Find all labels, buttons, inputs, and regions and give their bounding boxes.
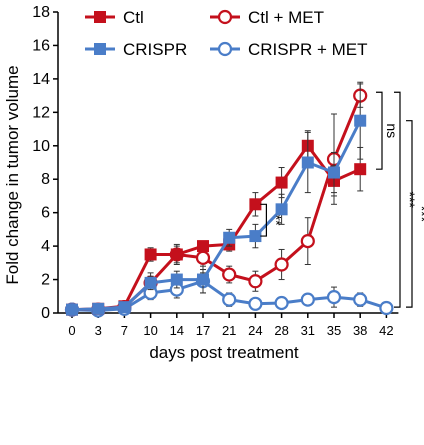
series-line [72, 95, 362, 312]
annotation-ns: ns [376, 91, 400, 170]
y-tick-label: 0 [41, 305, 50, 322]
x-tick-label: 3 [95, 323, 102, 338]
x-axis-title: days post treatment [149, 343, 299, 362]
significance-label: *** [402, 192, 418, 209]
bracket-line [376, 91, 383, 170]
legend: Ctl Ctl + MET CRISPR CRISPR + MET [85, 8, 368, 59]
data-point [197, 240, 209, 253]
data-point [66, 303, 78, 316]
bracket-line [260, 203, 267, 237]
data-point [195, 250, 211, 265]
x-tick-label: 7 [121, 323, 128, 338]
legend-marker [94, 43, 106, 55]
data-point [197, 273, 209, 286]
data-point [222, 292, 237, 307]
x-tick-label: 42 [379, 323, 393, 338]
data-point [248, 274, 263, 289]
data-point [354, 114, 367, 127]
legend-marker [217, 9, 233, 25]
x-tick-label: 24 [248, 323, 262, 338]
data-point [92, 302, 105, 315]
y-tick-label: 4 [41, 238, 50, 255]
y-tick-label: 10 [32, 138, 50, 155]
data-point [248, 296, 263, 311]
legend-label: Ctl + MET [248, 8, 324, 27]
data-point [222, 267, 237, 282]
data-point [274, 295, 289, 311]
significance-annotations: ** ns ****** [260, 91, 424, 308]
data-point [118, 301, 131, 314]
significance-label: ** [268, 215, 284, 226]
legend-item-crispr-met: CRISPR + MET [210, 40, 368, 59]
x-tick-label: 14 [170, 323, 184, 338]
data-point [301, 156, 314, 169]
y-tick-label: 8 [41, 171, 50, 188]
significance-label: *** [414, 206, 424, 223]
data-point [275, 203, 288, 216]
data-point [249, 230, 262, 243]
x-tick-label: 17 [196, 323, 210, 338]
legend-item-crispr: CRISPR [85, 40, 187, 59]
series-line [71, 144, 361, 312]
legend-item-ctl: Ctl [85, 8, 144, 27]
series-ctl-met [64, 83, 368, 317]
data-point [144, 276, 157, 289]
y-tick-label: 16 [32, 37, 50, 54]
x-tick-label: 10 [143, 323, 157, 338]
bracket-line [394, 91, 401, 308]
x-tick-label: 28 [274, 323, 288, 338]
legend-item-ctl-met: Ctl + MET [210, 8, 324, 27]
y-tick-label: 2 [41, 272, 50, 289]
data-point [170, 273, 183, 286]
y-tick-label: 18 [32, 4, 50, 21]
y-axis-title: Fold change in tumor volume [3, 65, 22, 284]
annotation-triple-star-2: *** [406, 120, 424, 308]
data-point [144, 248, 157, 261]
annotation-triple-star-1: *** [394, 91, 418, 308]
x-tick-label: 38 [353, 323, 367, 338]
data-point [300, 233, 315, 249]
x-tick-label: 35 [327, 323, 341, 338]
legend-marker [217, 41, 233, 57]
legend-marker [94, 11, 106, 23]
bracket-line [406, 120, 413, 308]
x-tick-label: 0 [68, 323, 75, 338]
series-ctl [66, 130, 367, 316]
y-tick-label: 12 [32, 104, 50, 121]
data-point [170, 248, 183, 261]
x-tick-label: 31 [301, 323, 315, 338]
data-point [275, 176, 288, 189]
data-point [354, 163, 367, 176]
significance-label: ns [384, 123, 400, 138]
data-point [274, 257, 289, 272]
y-tick-label: 14 [32, 71, 50, 88]
series-layer [64, 81, 394, 318]
data-point [326, 290, 342, 305]
x-tick-label: 21 [222, 323, 236, 338]
data-point [379, 300, 394, 316]
data-point [249, 198, 262, 211]
data-point [223, 231, 236, 244]
legend-label: Ctl [123, 8, 144, 27]
annotation-double-star: ** [260, 203, 284, 237]
data-point [300, 292, 315, 307]
legend-label: CRISPR [123, 40, 187, 59]
series-crispr [66, 81, 367, 316]
y-tick-label: 6 [41, 205, 50, 222]
legend-label: CRISPR + MET [248, 40, 368, 59]
data-point [328, 166, 340, 179]
data-point [353, 292, 368, 307]
